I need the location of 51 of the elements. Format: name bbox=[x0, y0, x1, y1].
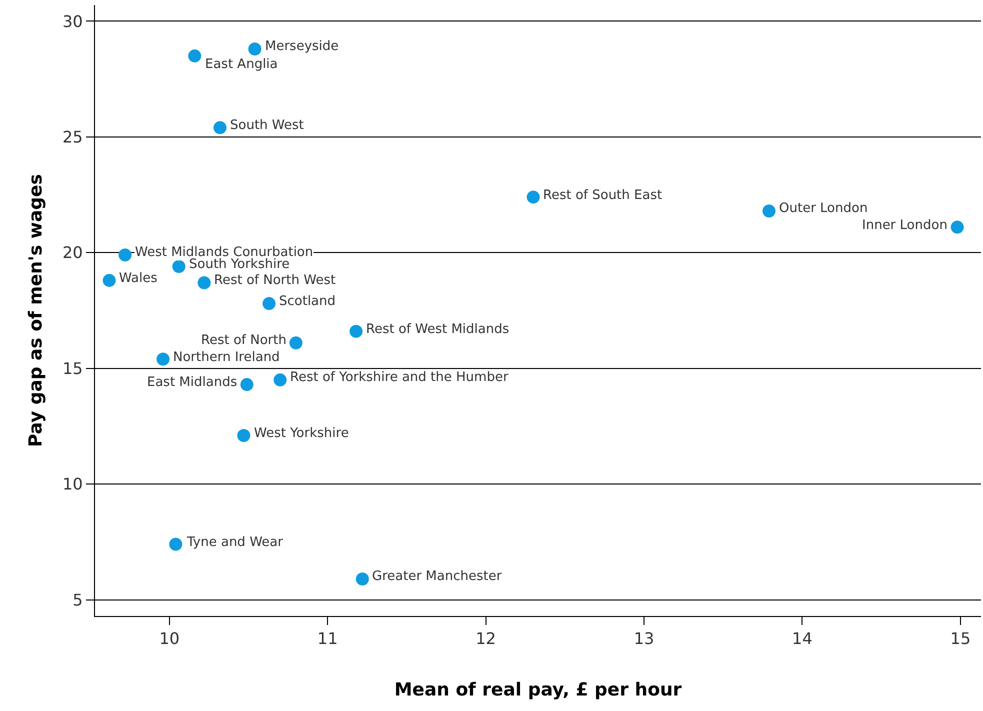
point bbox=[198, 276, 211, 290]
x-axis-title: Mean of real pay, £ per hour bbox=[394, 679, 682, 700]
point bbox=[172, 260, 186, 274]
annotation: South Yorkshire bbox=[189, 257, 290, 272]
point bbox=[356, 572, 369, 586]
annotation: Rest of North West bbox=[214, 273, 336, 288]
y-tick-label: 20 bbox=[62, 243, 83, 262]
y-axis-title: Pay gap as of men's wages bbox=[26, 174, 47, 447]
annotation: Outer London bbox=[779, 201, 868, 216]
y-tick-label: 25 bbox=[62, 128, 83, 147]
y-tick-label: 10 bbox=[62, 474, 83, 494]
point bbox=[350, 324, 363, 338]
point bbox=[102, 274, 116, 287]
point bbox=[156, 352, 170, 366]
annotation: Rest of West Midlands bbox=[366, 322, 510, 337]
annotation: Inner London bbox=[862, 218, 948, 233]
point bbox=[118, 248, 132, 262]
x-tick-label: 11 bbox=[317, 629, 338, 648]
x-tick-label: 15 bbox=[950, 629, 971, 648]
point bbox=[213, 121, 226, 134]
point bbox=[289, 336, 302, 350]
x-tick-label: 12 bbox=[476, 629, 496, 648]
annotation: Wales bbox=[119, 271, 158, 286]
point bbox=[526, 190, 540, 204]
annotation: Tyne and Wear bbox=[186, 535, 284, 550]
y-tick-label: 15 bbox=[62, 358, 83, 378]
x-tick-label: 13 bbox=[634, 629, 654, 648]
point bbox=[188, 49, 202, 62]
point bbox=[248, 42, 262, 56]
point bbox=[274, 373, 287, 386]
annotation: Scotland bbox=[279, 294, 336, 309]
point bbox=[240, 378, 254, 392]
x-tick-label: 10 bbox=[159, 629, 180, 648]
point bbox=[762, 204, 776, 218]
y-tick-label: 30 bbox=[62, 12, 83, 31]
annotation: Merseyside bbox=[265, 39, 339, 54]
annotation: South West bbox=[230, 118, 304, 133]
point bbox=[262, 297, 276, 310]
annotation: Rest of Yorkshire and the Humber bbox=[290, 370, 509, 385]
annotation: East Midlands bbox=[147, 375, 238, 390]
annotation: East Anglia bbox=[205, 57, 278, 72]
point bbox=[169, 538, 182, 551]
point bbox=[237, 428, 250, 442]
annotation: Rest of South East bbox=[543, 188, 662, 203]
annotation: Northern Ireland bbox=[173, 350, 280, 365]
annotation: Rest of North bbox=[201, 333, 286, 348]
x-tick-label: 14 bbox=[792, 629, 812, 648]
annotation: West Yorkshire bbox=[254, 426, 349, 441]
y-tick-label: 5 bbox=[72, 590, 83, 610]
point bbox=[950, 220, 964, 234]
annotation: Greater Manchester bbox=[372, 569, 502, 584]
